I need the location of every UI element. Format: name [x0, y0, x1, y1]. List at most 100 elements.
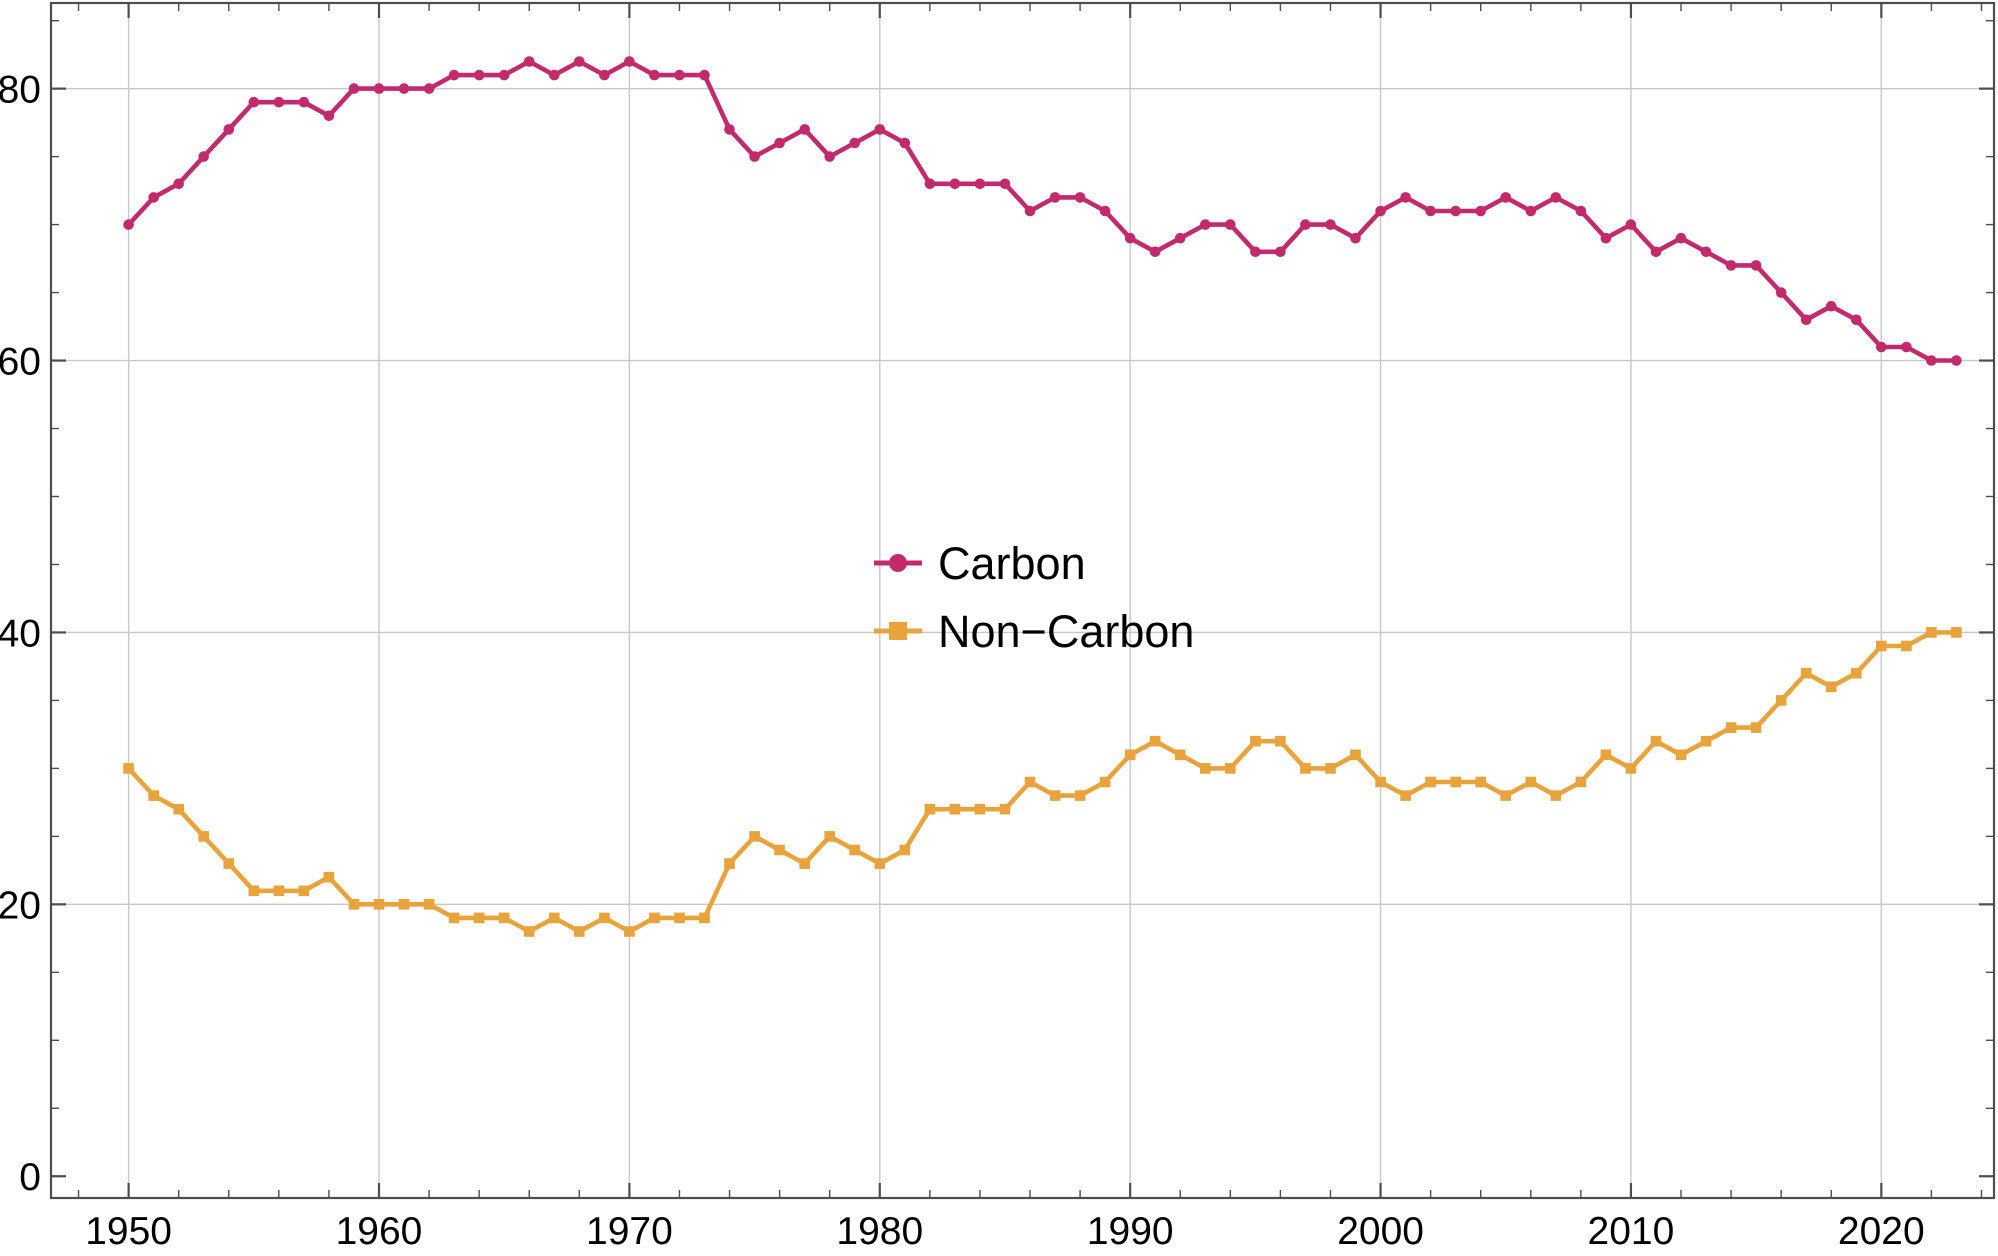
carbon-line-marker-icon	[874, 554, 922, 572]
non-carbon-marker	[1200, 763, 1211, 774]
carbon-marker	[1650, 246, 1662, 258]
non-carbon-marker	[1400, 790, 1411, 801]
carbon-marker	[1951, 355, 1962, 366]
carbon-marker	[724, 124, 735, 135]
non-carbon-marker	[1475, 776, 1486, 788]
carbon-marker	[999, 178, 1011, 190]
y-tick-label: 0	[19, 1156, 41, 1199]
non-carbon-marker	[1300, 763, 1311, 774]
non-carbon-marker	[1350, 749, 1361, 761]
carbon-marker	[749, 151, 760, 162]
carbon-marker	[323, 110, 335, 122]
carbon-marker	[1375, 205, 1386, 217]
carbon-marker	[824, 151, 835, 162]
carbon-marker	[1275, 246, 1286, 258]
carbon-marker	[1300, 219, 1311, 230]
non-carbon-marker	[1225, 763, 1236, 774]
non-carbon-marker	[523, 926, 535, 937]
x-tick-label: 2020	[1838, 1210, 1925, 1253]
non-carbon-marker	[223, 858, 235, 869]
non-carbon-marker	[1876, 640, 1887, 652]
carbon-marker	[699, 69, 710, 81]
non-carbon-marker	[1700, 735, 1712, 747]
non-carbon-marker	[899, 844, 911, 856]
legend-label-non-carbon: Non−Carbon	[938, 605, 1195, 657]
non-carbon-marker	[323, 871, 335, 883]
non-carbon-marker	[1074, 790, 1086, 801]
carbon-marker	[774, 137, 785, 149]
non-carbon-marker	[824, 831, 835, 842]
carbon-marker	[348, 83, 360, 94]
non-carbon-marker	[1550, 790, 1562, 801]
carbon-marker	[899, 137, 911, 149]
carbon-marker	[974, 178, 986, 190]
non-carbon-marker	[1600, 749, 1612, 761]
carbon-marker	[1350, 232, 1361, 244]
carbon-marker	[523, 56, 535, 67]
non-carbon-marker	[874, 858, 886, 869]
non-carbon-marker	[398, 899, 410, 910]
carbon-marker	[624, 56, 635, 67]
non-carbon-marker	[974, 803, 986, 815]
carbon-marker	[1725, 260, 1737, 271]
non-carbon-marker	[1750, 722, 1762, 733]
non-carbon-marker	[949, 803, 961, 815]
carbon-marker	[373, 83, 385, 94]
non-carbon-marker	[1450, 776, 1461, 788]
x-tick-label: 1980	[836, 1210, 923, 1253]
carbon-marker	[398, 83, 410, 94]
non-carbon-series-line	[126, 630, 1959, 934]
non-carbon-marker	[1149, 735, 1161, 747]
non-carbon-marker	[123, 763, 134, 774]
carbon-marker	[849, 137, 860, 149]
non-carbon-marker	[423, 899, 435, 910]
carbon-marker	[1250, 246, 1261, 258]
non-carbon-marker	[1049, 790, 1061, 801]
non-carbon-marker	[1575, 776, 1587, 788]
carbon-marker	[1325, 219, 1336, 230]
non-carbon-marker	[498, 912, 510, 924]
non-carbon-marker	[448, 912, 460, 924]
carbon-marker	[1174, 232, 1186, 244]
legend-item-carbon: Carbon	[874, 540, 1194, 586]
carbon-marker	[198, 151, 209, 162]
non-carbon-marker	[649, 912, 660, 924]
non-carbon-marker	[624, 926, 635, 937]
non-carbon-marker	[674, 912, 685, 924]
non-carbon-marker	[248, 885, 260, 897]
legend-label-carbon: Carbon	[938, 537, 1086, 589]
non-carbon-marker	[173, 803, 184, 815]
carbon-marker	[874, 124, 886, 135]
carbon-marker	[1149, 246, 1161, 258]
non-carbon-marker	[1775, 695, 1787, 706]
carbon-marker	[273, 96, 285, 108]
non-carbon-marker	[1675, 749, 1687, 761]
carbon-marker	[1625, 219, 1637, 230]
carbon-marker	[1750, 260, 1762, 271]
carbon-marker	[1049, 192, 1061, 203]
carbon-marker	[223, 124, 235, 135]
carbon-marker	[599, 69, 610, 81]
carbon-marker	[173, 178, 184, 190]
y-tick-label: 20	[0, 884, 41, 927]
non-carbon-marker	[924, 803, 936, 815]
non-carbon-marker	[1650, 735, 1662, 747]
carbon-marker	[1825, 300, 1837, 312]
non-carbon-marker	[1951, 627, 1962, 638]
non-carbon-marker	[1926, 627, 1937, 638]
carbon-marker	[574, 56, 585, 67]
carbon-marker	[1700, 246, 1712, 258]
carbon-marker	[1074, 192, 1086, 203]
non-carbon-marker	[348, 899, 360, 910]
carbon-marker	[1024, 205, 1036, 217]
non-carbon-marker	[1124, 749, 1136, 761]
non-carbon-marker	[148, 790, 159, 801]
x-tick-label: 2000	[1337, 1210, 1424, 1253]
carbon-marker	[1450, 205, 1461, 217]
carbon-marker	[1525, 205, 1537, 217]
carbon-marker	[1124, 232, 1136, 244]
carbon-marker	[1851, 314, 1862, 326]
non-carbon-marker	[599, 912, 610, 924]
non-carbon-marker	[699, 912, 710, 924]
carbon-marker	[949, 178, 961, 190]
